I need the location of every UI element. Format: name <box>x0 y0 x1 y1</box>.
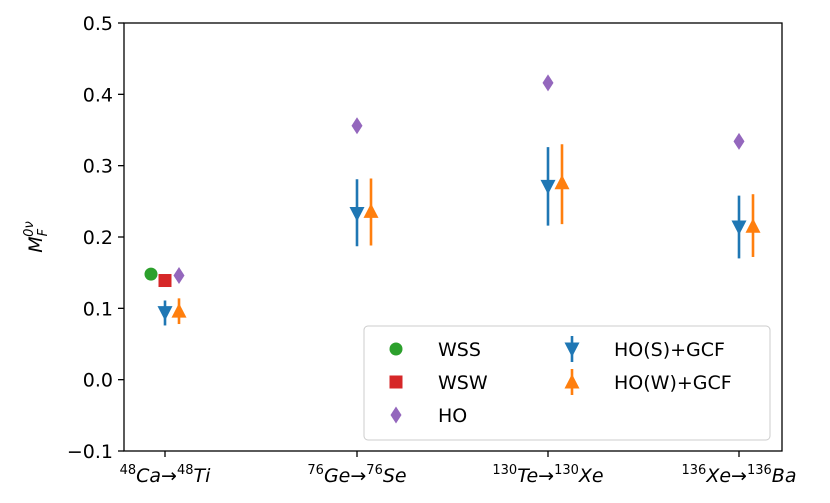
legend-marker <box>389 375 403 389</box>
y-tick-label: 0.1 <box>83 298 113 320</box>
y-tick-label: 0.4 <box>83 84 113 106</box>
y-axis-label: MF0ν <box>22 221 51 252</box>
legend-marker <box>390 406 402 424</box>
data-point <box>554 174 570 190</box>
series-ho <box>173 74 745 285</box>
x-tick-label: 136Xe→136Ba <box>682 463 797 487</box>
legend-box <box>363 325 771 441</box>
data-point <box>733 132 745 150</box>
legend-item: WSW <box>389 372 488 394</box>
legend-marker <box>564 374 580 389</box>
data-point <box>540 179 556 195</box>
data-point <box>745 218 761 233</box>
data-point <box>349 206 365 222</box>
x-axis: 48Ca→48Ti 76Ge→76Se 130Te→130Xe 136Xe→136Ba <box>120 451 797 487</box>
legend-item: HO <box>390 405 467 427</box>
y-tick-label: 0.5 <box>83 13 113 35</box>
legend: WSS WSW HO HO(S)+GCF HO(W)+GCF <box>363 325 771 441</box>
series-ho-w-gcf <box>171 144 761 325</box>
series-wsw <box>158 274 172 288</box>
y-axis-label-sup: 0ν <box>22 221 37 237</box>
y-tick-label: −0.1 <box>67 441 113 463</box>
y-axis: −0.1 0.0 0.1 0.2 0.3 0.4 0.5 <box>67 13 124 463</box>
y-tick-label: 0.2 <box>83 227 113 249</box>
data-point <box>363 203 379 218</box>
data-point <box>731 220 747 236</box>
legend-item: HO(S)+GCF <box>564 336 725 362</box>
legend-item: WSS <box>389 339 481 361</box>
x-tick-label: 130Te→130Xe <box>492 463 603 487</box>
x-tick-label: 48Ca→48Ti <box>120 463 212 487</box>
legend-marker <box>564 342 580 357</box>
legend-label: WSS <box>438 339 481 361</box>
legend-label: HO(W)+GCF <box>614 372 732 394</box>
y-tick-label: 0.3 <box>83 156 113 178</box>
series-wss <box>144 267 158 281</box>
legend-label: WSW <box>438 372 488 394</box>
data-point <box>351 117 363 135</box>
plot-content <box>144 74 761 326</box>
legend-label: HO(S)+GCF <box>614 339 725 361</box>
data-point <box>542 74 554 92</box>
series-ho-s-gcf <box>157 147 747 326</box>
legend-label: HO <box>438 405 467 427</box>
data-point <box>171 303 187 318</box>
y-axis-label-base: M <box>25 236 47 252</box>
data-point <box>144 267 158 281</box>
y-axis-label-sub: F <box>36 228 51 236</box>
x-tick-label: 76Ge→76Se <box>307 463 406 487</box>
data-point <box>157 306 173 321</box>
legend-marker <box>389 342 403 356</box>
data-point <box>173 267 185 285</box>
data-point <box>158 274 172 288</box>
legend-item: HO(W)+GCF <box>564 369 732 395</box>
y-tick-label: 0.0 <box>83 370 113 392</box>
